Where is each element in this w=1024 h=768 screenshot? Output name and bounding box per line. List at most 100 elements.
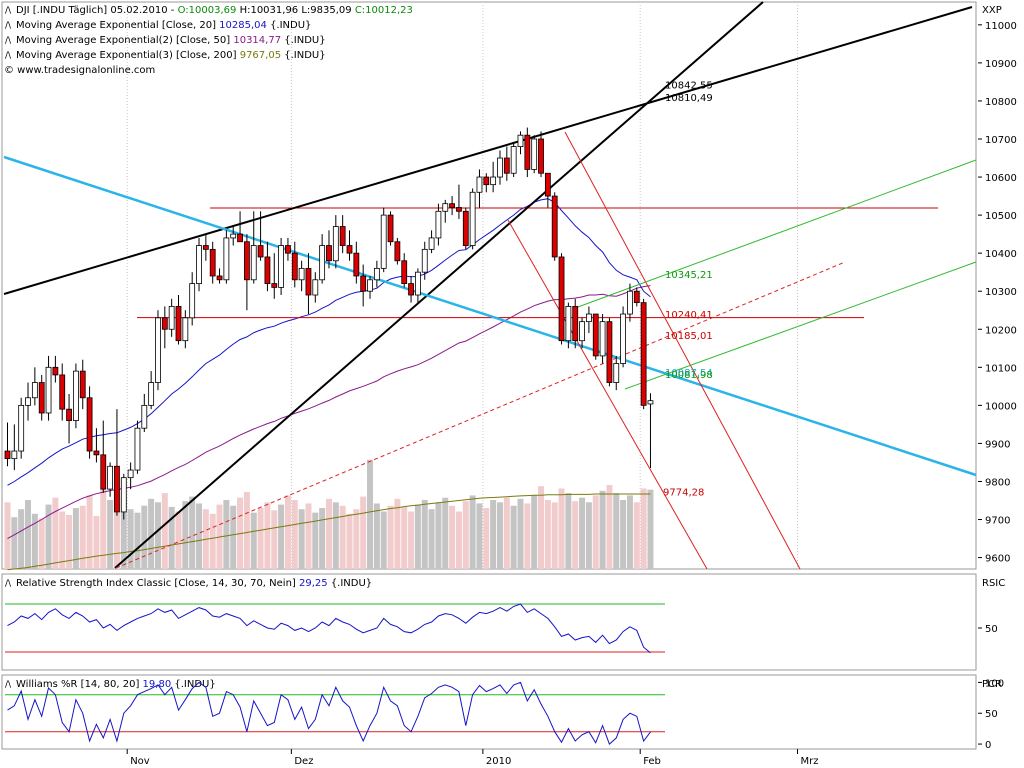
volume-bar [25, 500, 32, 569]
candle-body-up [476, 176, 483, 193]
volume-bar [59, 511, 66, 569]
candle-body-down [326, 245, 332, 262]
price-tick-label: 9600 [985, 554, 1010, 565]
candle-body-down [52, 366, 59, 376]
volume-bar [449, 505, 456, 569]
price-annotation: 10185,01 [665, 331, 713, 342]
volume-bar [305, 503, 312, 569]
volume-bar [18, 509, 25, 569]
candle-body-down [291, 252, 298, 281]
volume-bar [332, 502, 339, 569]
volume-bar [107, 500, 114, 569]
volume-bar [346, 513, 353, 569]
volume-bar [579, 497, 586, 569]
volume-bar [161, 493, 168, 569]
candle-body-up [319, 245, 326, 281]
volume-bar [79, 505, 86, 569]
legend-value: O:10003,69 [178, 5, 237, 16]
candle-body-down [640, 302, 647, 406]
volume-bar [278, 504, 285, 569]
volume-bar [558, 488, 565, 569]
candle-body-up [414, 271, 421, 296]
volume-bar [209, 513, 216, 569]
candle-body-up [107, 465, 113, 490]
candle-body-up [278, 245, 285, 288]
volume-bar [367, 459, 374, 569]
volume-bar [483, 508, 490, 569]
candle-body-down [346, 245, 353, 254]
volume-bar [11, 517, 18, 569]
legend-value: {.INDU} [267, 20, 312, 31]
volume-bar [243, 491, 250, 569]
volume-bar [538, 486, 545, 569]
price-annotation: 9774,28 [663, 487, 704, 498]
candle-body-up [510, 146, 517, 174]
legend-icon: /\ [5, 36, 12, 46]
volume-bar [380, 511, 387, 569]
candle-body-up [332, 226, 339, 262]
date-tick-label: Nov [130, 756, 150, 767]
williams-panel[interactable]: /\ Williams %R [14, 80, 20] 19,80 {.INDU}… [1, 674, 1004, 751]
price-annotation: 10842,55 [665, 81, 713, 92]
candle-body-up [73, 370, 79, 421]
volume-bar [31, 513, 38, 569]
volume-bar [230, 505, 237, 569]
volume-bar [141, 505, 148, 569]
volume-bar [134, 512, 141, 569]
candle-body-up [428, 237, 435, 250]
panel-tick-label: 50 [985, 709, 998, 720]
price-tick-label: 10100 [985, 363, 1017, 374]
volume-bar [257, 508, 264, 569]
panel-title-part: 29,25 [299, 578, 328, 589]
candle-body-down [66, 408, 72, 421]
candle-body-down [243, 241, 250, 281]
volume-bar [66, 514, 73, 569]
volume-bar [148, 498, 155, 569]
volume-bar [120, 496, 127, 569]
candle-body-down [4, 450, 11, 460]
candle-body-up [380, 214, 387, 269]
candle-body-down [401, 260, 408, 284]
candle-body-up [490, 176, 497, 186]
panel-icon: /\ [5, 579, 12, 589]
volume-bar [510, 505, 517, 569]
volume-bar [414, 504, 421, 569]
volume-bar [127, 509, 134, 569]
volume-bar [93, 516, 100, 569]
candle-body-down [394, 241, 401, 262]
volume-bar [551, 502, 558, 569]
candle-body-down [360, 275, 367, 292]
falling-trendline [3, 155, 977, 477]
candle-body-up [11, 450, 18, 460]
volume-bar [113, 502, 120, 569]
candle-body-down [271, 283, 278, 288]
volume-bar [52, 497, 59, 569]
candle-body-up [620, 313, 626, 364]
volume-bar [647, 489, 654, 569]
rsi-panel[interactable]: /\ Relative Strength Index Classic [Close… [1, 573, 1005, 671]
panel-title-part: 19,80 [143, 679, 172, 690]
volume-bar [572, 501, 579, 569]
candle-body-up [469, 191, 476, 246]
volume-bar [455, 511, 462, 569]
candle-body-up [373, 267, 380, 281]
candle-body-up [367, 279, 373, 292]
volume-bar [45, 504, 52, 569]
volume-bar [633, 502, 640, 569]
panel-tick-label: 50 [985, 624, 998, 635]
legend-value: 10314,77 [233, 35, 281, 46]
volume-bar [4, 502, 11, 569]
candle-body-up [25, 397, 31, 406]
candle-body-down [59, 374, 66, 410]
candle-body-up [134, 427, 141, 471]
volume-bar [626, 495, 633, 569]
price-tick-label: 10400 [985, 249, 1017, 260]
legend-value: {.INDU} [281, 50, 326, 61]
legend-label: Moving Average Exponential(3) [Close, 20… [16, 50, 240, 61]
candle-body-down [551, 195, 558, 258]
panel-icon: /\ [5, 680, 12, 690]
volume-bar [421, 500, 428, 569]
legend-icon: /\ [5, 21, 12, 31]
